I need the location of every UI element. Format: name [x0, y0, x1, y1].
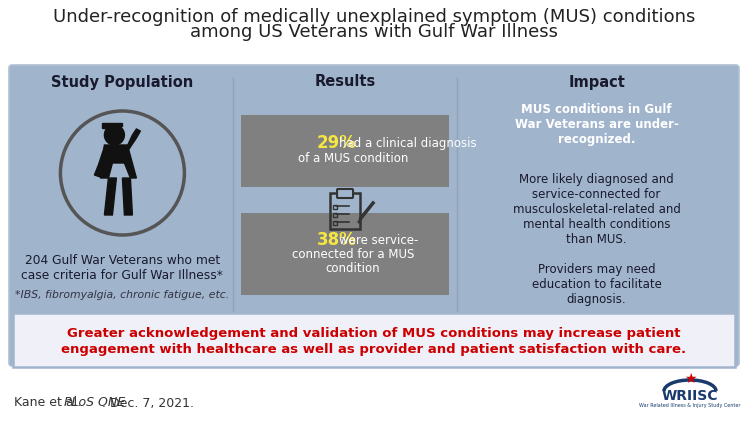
Text: ★: ★	[684, 372, 696, 386]
FancyBboxPatch shape	[241, 115, 450, 187]
Polygon shape	[123, 178, 132, 215]
Text: Under-recognition of medically unexplained symptom (MUS) conditions: Under-recognition of medically unexplain…	[53, 8, 695, 26]
Text: connected for a MUS: connected for a MUS	[292, 248, 414, 261]
Polygon shape	[102, 123, 123, 128]
Text: Providers may need
education to facilitate
diagnosis.: Providers may need education to facilita…	[532, 263, 661, 306]
Text: WRIISC: WRIISC	[662, 389, 718, 403]
Text: of a MUS condition: of a MUS condition	[298, 152, 408, 165]
Polygon shape	[100, 145, 136, 178]
Text: Kane et al.: Kane et al.	[14, 397, 85, 410]
Text: among US Veterans with Gulf War Illness: among US Veterans with Gulf War Illness	[190, 23, 558, 41]
Text: *IBS, fibromyalgia, chronic fatigue, etc.: *IBS, fibromyalgia, chronic fatigue, etc…	[15, 290, 230, 300]
Polygon shape	[94, 147, 108, 177]
Text: PLoS ONE: PLoS ONE	[64, 397, 125, 410]
Text: 29%: 29%	[317, 134, 357, 152]
Text: condition: condition	[325, 261, 380, 274]
Text: 38%: 38%	[317, 231, 357, 249]
Text: had a clinical diagnosis: had a clinical diagnosis	[339, 136, 476, 149]
Circle shape	[61, 111, 185, 235]
Circle shape	[105, 125, 124, 145]
FancyBboxPatch shape	[13, 313, 735, 367]
FancyBboxPatch shape	[337, 189, 353, 198]
Text: . Dec. 7, 2021.: . Dec. 7, 2021.	[102, 397, 194, 410]
Text: Impact: Impact	[568, 75, 625, 90]
Text: 204 Gulf War Veterans who met
case criteria for Gulf War Illness*: 204 Gulf War Veterans who met case crite…	[22, 254, 224, 282]
Text: Greater acknowledgement and validation of MUS conditions may increase patient: Greater acknowledgement and validation o…	[67, 327, 681, 339]
Text: Results: Results	[314, 75, 375, 90]
Text: MUS conditions in Gulf
War Veterans are under-
recognized.: MUS conditions in Gulf War Veterans are …	[515, 103, 678, 146]
Text: Study Population: Study Population	[52, 75, 194, 90]
Polygon shape	[126, 129, 141, 153]
Text: More likely diagnosed and
service-connected for
musculoskeletal-related and
ment: More likely diagnosed and service-connec…	[512, 173, 681, 246]
Text: were service-: were service-	[339, 234, 418, 247]
FancyBboxPatch shape	[241, 213, 450, 295]
FancyBboxPatch shape	[9, 65, 739, 366]
Text: War Related Illness & Injury Study Center: War Related Illness & Injury Study Cente…	[640, 403, 741, 408]
Polygon shape	[105, 178, 117, 215]
Text: engagement with healthcare as well as provider and patient satisfaction with car: engagement with healthcare as well as pr…	[61, 343, 687, 355]
